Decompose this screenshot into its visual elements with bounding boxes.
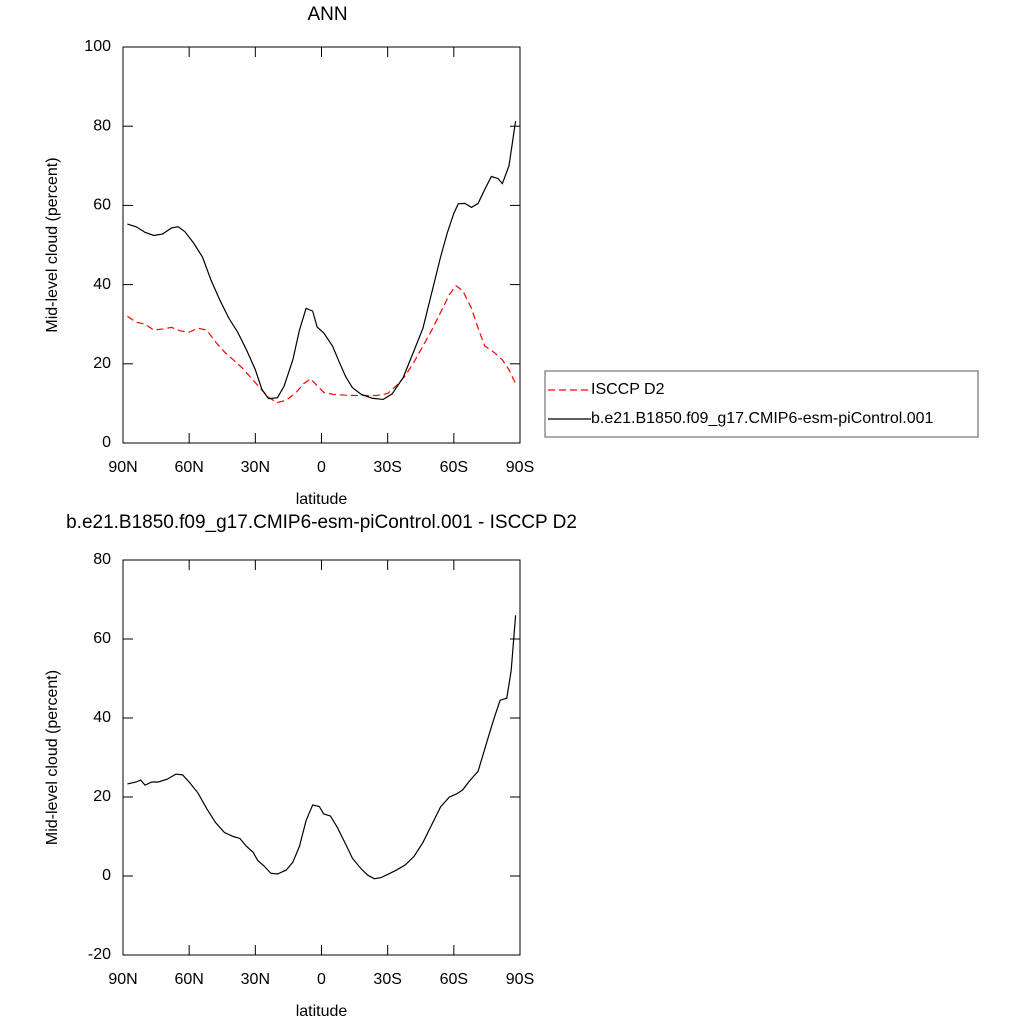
y-tick-label: 100 bbox=[84, 38, 111, 55]
y-tick-label: 60 bbox=[93, 630, 111, 647]
x-tick-label: 30N bbox=[241, 459, 270, 476]
x-tick-label: 60N bbox=[174, 971, 203, 988]
x-tick-label: 30S bbox=[373, 971, 401, 988]
y-tick-label: 40 bbox=[93, 276, 111, 293]
x-tick-label: 60S bbox=[440, 971, 468, 988]
y-tick-label: 20 bbox=[93, 355, 111, 372]
x-tick-label: 90S bbox=[506, 971, 534, 988]
x-tick-label: 90S bbox=[506, 459, 534, 476]
plot-frame bbox=[122, 46, 521, 444]
data-line bbox=[127, 284, 517, 404]
legend-label: ISCCP D2 bbox=[591, 381, 665, 398]
chart-title: ANN bbox=[307, 4, 347, 25]
y-tick-label: 0 bbox=[102, 867, 111, 884]
y-axis-label: Mid-level cloud (percent) bbox=[44, 670, 61, 845]
y-tick-label: -20 bbox=[88, 946, 111, 963]
x-tick-label: 90N bbox=[108, 459, 137, 476]
legend-box bbox=[544, 370, 979, 438]
x-tick-label: 60S bbox=[440, 459, 468, 476]
legend-label: b.e21.B1850.f09_g17.CMIP6-esm-piControl.… bbox=[591, 410, 934, 427]
chart-title: b.e21.B1850.f09_g17.CMIP6-esm-piControl.… bbox=[66, 512, 577, 533]
x-tick-label: 30N bbox=[241, 971, 270, 988]
plot-frame bbox=[122, 559, 521, 956]
y-tick-label: 0 bbox=[102, 434, 111, 451]
x-tick-label: 0 bbox=[317, 971, 326, 988]
y-tick-label: 80 bbox=[93, 551, 111, 568]
data-line bbox=[127, 120, 517, 401]
x-axis-label: latitude bbox=[296, 491, 348, 508]
y-tick-label: 20 bbox=[93, 788, 111, 805]
x-tick-label: 30S bbox=[373, 459, 401, 476]
y-tick-label: 60 bbox=[93, 197, 111, 214]
y-axis-label: Mid-level cloud (percent) bbox=[44, 157, 61, 332]
y-tick-label: 40 bbox=[93, 709, 111, 726]
x-tick-label: 60N bbox=[174, 459, 203, 476]
x-tick-label: 0 bbox=[317, 459, 326, 476]
y-tick-label: 80 bbox=[93, 117, 111, 134]
legend: ISCCP D2 b.e21.B1850.f09_g17.CMIP6-esm-pi… bbox=[544, 370, 979, 438]
data-line bbox=[127, 615, 517, 880]
x-axis-label: latitude bbox=[296, 1003, 348, 1020]
x-tick-label: 90N bbox=[108, 971, 137, 988]
